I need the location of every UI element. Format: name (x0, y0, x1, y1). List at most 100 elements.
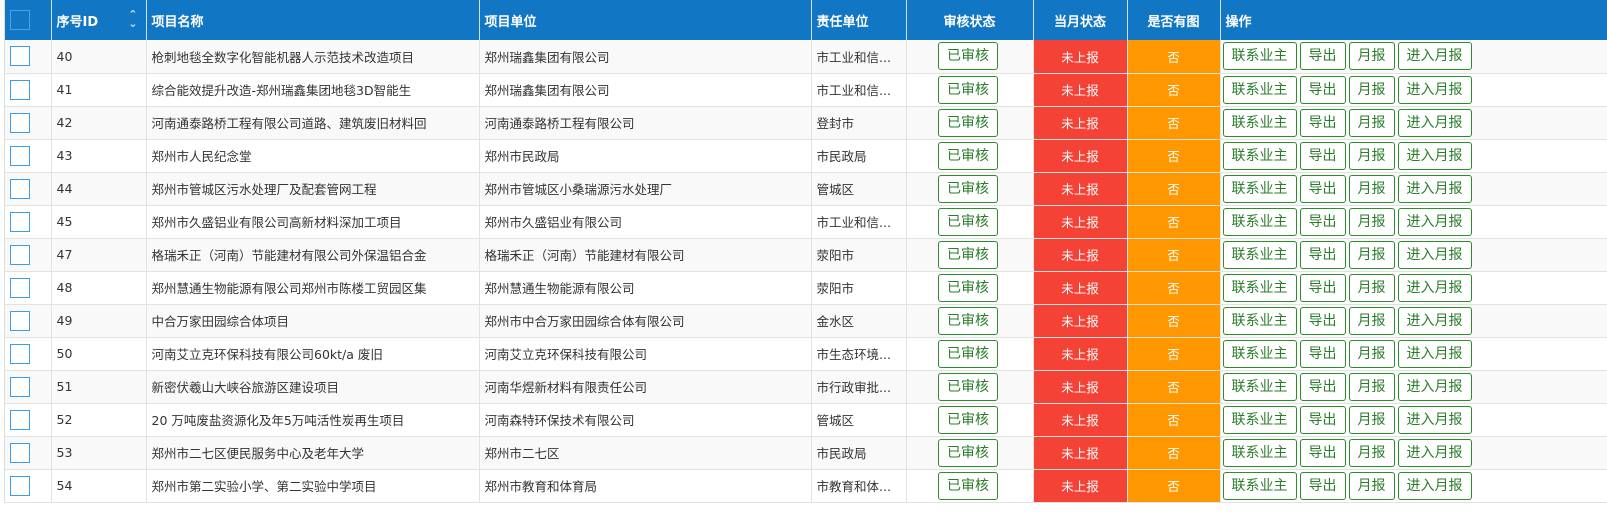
monthly-report-button[interactable]: 月报 (1348, 108, 1395, 137)
row-select[interactable] (5, 304, 52, 338)
audit-status-badge[interactable]: 已审核 (938, 240, 998, 269)
row-select[interactable] (5, 370, 52, 404)
row-checkbox[interactable] (10, 46, 30, 67)
export-button[interactable]: 导出 (1299, 405, 1346, 434)
enter-monthly-report-button[interactable]: 进入月报 (1397, 306, 1472, 335)
contact-owner-button[interactable]: 联系业主 (1222, 339, 1297, 368)
contact-owner-button[interactable]: 联系业主 (1222, 405, 1297, 434)
audit-status-badge[interactable]: 已审核 (938, 405, 998, 434)
audit-status-badge[interactable]: 已审核 (938, 471, 998, 500)
row-checkbox[interactable] (10, 211, 30, 232)
monthly-report-button[interactable]: 月报 (1348, 438, 1395, 467)
enter-monthly-report-button[interactable]: 进入月报 (1397, 339, 1472, 368)
export-button[interactable]: 导出 (1299, 42, 1346, 71)
row-select[interactable] (5, 40, 52, 74)
audit-status-badge[interactable]: 已审核 (938, 273, 998, 302)
monthly-report-button[interactable]: 月报 (1348, 471, 1395, 500)
enter-monthly-report-button[interactable]: 进入月报 (1397, 471, 1472, 500)
contact-owner-button[interactable]: 联系业主 (1222, 75, 1297, 104)
audit-status-badge[interactable]: 已审核 (938, 339, 998, 368)
sort-icon[interactable]: ⌃ ⌄ (128, 8, 138, 30)
monthly-report-button[interactable]: 月报 (1348, 42, 1395, 71)
enter-monthly-report-button[interactable]: 进入月报 (1397, 372, 1472, 401)
row-select[interactable] (5, 205, 52, 239)
header-select-all[interactable] (5, 0, 52, 40)
row-checkbox[interactable] (10, 178, 30, 199)
audit-status-badge[interactable]: 已审核 (938, 75, 998, 104)
row-checkbox[interactable] (10, 442, 30, 463)
export-button[interactable]: 导出 (1299, 372, 1346, 401)
audit-status-badge[interactable]: 已审核 (938, 438, 998, 467)
enter-monthly-report-button[interactable]: 进入月报 (1397, 207, 1472, 236)
export-button[interactable]: 导出 (1299, 108, 1346, 137)
header-id[interactable]: 序号ID ⌃ ⌄ (51, 0, 147, 40)
contact-owner-button[interactable]: 联系业主 (1222, 42, 1297, 71)
audit-status-badge[interactable]: 已审核 (938, 108, 998, 137)
export-button[interactable]: 导出 (1299, 306, 1346, 335)
enter-monthly-report-button[interactable]: 进入月报 (1397, 405, 1472, 434)
export-button[interactable]: 导出 (1299, 438, 1346, 467)
row-checkbox[interactable] (10, 310, 30, 331)
row-select[interactable] (5, 271, 52, 305)
contact-owner-button[interactable]: 联系业主 (1222, 108, 1297, 137)
row-select[interactable] (5, 469, 52, 503)
enter-monthly-report-button[interactable]: 进入月报 (1397, 141, 1472, 170)
row-select[interactable] (5, 403, 52, 437)
row-checkbox[interactable] (10, 277, 30, 298)
monthly-report-button[interactable]: 月报 (1348, 273, 1395, 302)
contact-owner-button[interactable]: 联系业主 (1222, 372, 1297, 401)
export-button[interactable]: 导出 (1299, 273, 1346, 302)
row-checkbox[interactable] (10, 376, 30, 397)
enter-monthly-report-button[interactable]: 进入月报 (1397, 240, 1472, 269)
enter-monthly-report-button[interactable]: 进入月报 (1397, 174, 1472, 203)
monthly-report-button[interactable]: 月报 (1348, 240, 1395, 269)
monthly-report-button[interactable]: 月报 (1348, 339, 1395, 368)
row-checkbox[interactable] (10, 145, 30, 166)
audit-status-badge[interactable]: 已审核 (938, 306, 998, 335)
monthly-report-button[interactable]: 月报 (1348, 75, 1395, 104)
row-select[interactable] (5, 172, 52, 206)
audit-status-badge[interactable]: 已审核 (938, 174, 998, 203)
contact-owner-button[interactable]: 联系业主 (1222, 438, 1297, 467)
audit-status-badge[interactable]: 已审核 (938, 372, 998, 401)
row-checkbox[interactable] (10, 409, 30, 430)
contact-owner-button[interactable]: 联系业主 (1222, 273, 1297, 302)
export-button[interactable]: 导出 (1299, 174, 1346, 203)
monthly-report-button[interactable]: 月报 (1348, 141, 1395, 170)
row-select[interactable] (5, 106, 52, 140)
enter-monthly-report-button[interactable]: 进入月报 (1397, 438, 1472, 467)
enter-monthly-report-button[interactable]: 进入月报 (1397, 42, 1472, 71)
enter-monthly-report-button[interactable]: 进入月报 (1397, 273, 1472, 302)
contact-owner-button[interactable]: 联系业主 (1222, 174, 1297, 203)
row-checkbox[interactable] (10, 79, 30, 100)
export-button[interactable]: 导出 (1299, 471, 1346, 500)
monthly-report-button[interactable]: 月报 (1348, 405, 1395, 434)
monthly-report-button[interactable]: 月报 (1348, 207, 1395, 236)
audit-status-badge[interactable]: 已审核 (938, 141, 998, 170)
export-button[interactable]: 导出 (1299, 75, 1346, 104)
monthly-report-button[interactable]: 月报 (1348, 174, 1395, 203)
audit-status-badge[interactable]: 已审核 (938, 42, 998, 71)
row-select[interactable] (5, 139, 52, 173)
enter-monthly-report-button[interactable]: 进入月报 (1397, 75, 1472, 104)
row-checkbox[interactable] (10, 112, 30, 133)
row-checkbox[interactable] (10, 343, 30, 364)
contact-owner-button[interactable]: 联系业主 (1222, 207, 1297, 236)
contact-owner-button[interactable]: 联系业主 (1222, 471, 1297, 500)
export-button[interactable]: 导出 (1299, 141, 1346, 170)
row-select[interactable] (5, 436, 52, 470)
contact-owner-button[interactable]: 联系业主 (1222, 306, 1297, 335)
select-all-checkbox[interactable] (10, 10, 30, 30)
row-select[interactable] (5, 73, 52, 107)
export-button[interactable]: 导出 (1299, 240, 1346, 269)
row-checkbox[interactable] (10, 244, 30, 265)
contact-owner-button[interactable]: 联系业主 (1222, 240, 1297, 269)
contact-owner-button[interactable]: 联系业主 (1222, 141, 1297, 170)
row-checkbox[interactable] (10, 475, 30, 496)
export-button[interactable]: 导出 (1299, 207, 1346, 236)
row-select[interactable] (5, 337, 52, 371)
enter-monthly-report-button[interactable]: 进入月报 (1397, 108, 1472, 137)
monthly-report-button[interactable]: 月报 (1348, 306, 1395, 335)
row-select[interactable] (5, 238, 52, 272)
export-button[interactable]: 导出 (1299, 339, 1346, 368)
